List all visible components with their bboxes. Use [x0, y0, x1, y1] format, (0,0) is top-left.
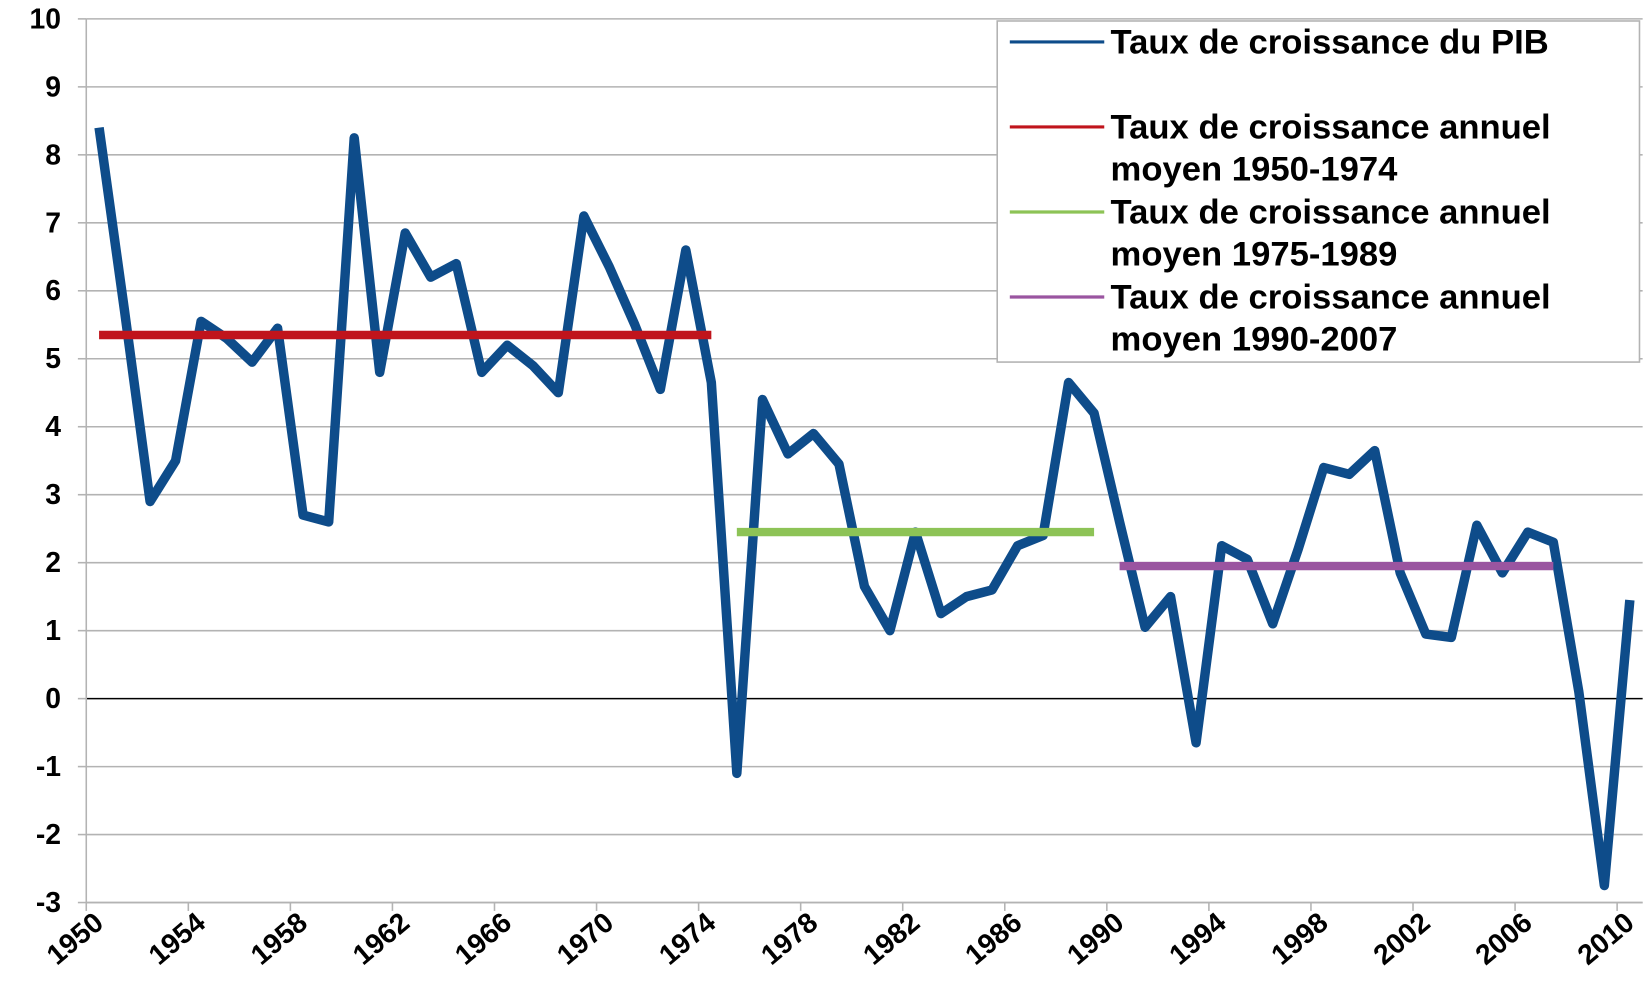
series-line: [94, 126, 1635, 891]
x-tick-label: 1994: [1163, 906, 1232, 971]
x-tick-label: 1990: [1061, 906, 1130, 971]
legend-entry: Taux de croissance annuel moyen 1990-200…: [1110, 277, 1551, 358]
y-tick-label: 9: [45, 71, 61, 103]
x-tick-label: 1962: [347, 906, 416, 971]
y-tick-label: 1: [45, 615, 61, 647]
y-tick-label: 7: [45, 207, 61, 239]
legend-label: Taux de croissance du PIB: [1110, 22, 1549, 61]
x-tick-label: 2010: [1572, 906, 1641, 971]
legend-entry: Taux de croissance annuel moyen 1950-197…: [1110, 107, 1551, 188]
y-tick-label: 5: [45, 343, 61, 375]
x-tick-label: 1954: [143, 906, 212, 971]
y-tick-label: 0: [45, 683, 61, 715]
y-tick-label: 3: [45, 479, 61, 511]
legend-entry: Taux de croissance annuel moyen 1975-198…: [1110, 192, 1551, 273]
legend-box: [996, 20, 1641, 363]
x-tick-label: 2006: [1470, 906, 1539, 971]
x-tick-label: 1958: [245, 906, 314, 971]
y-tick-label: -1: [36, 751, 61, 783]
legend-label: Taux de croissance annuel moyen 1990-200…: [1110, 277, 1551, 358]
y-tick-label: 4: [45, 411, 61, 443]
y-tick-label: 2: [45, 547, 61, 579]
x-tick-label: 1966: [449, 906, 518, 971]
x-tick-label: 1970: [551, 906, 620, 971]
x-tick-label: 1982: [857, 906, 926, 971]
x-tick-label: 1986: [959, 906, 1028, 971]
y-tick-label: 8: [45, 139, 61, 171]
y-tick-label: 10: [30, 3, 62, 35]
x-tick-label: 2002: [1368, 906, 1437, 971]
legend-entry: Taux de croissance du PIB: [1110, 22, 1549, 61]
y-tick-label: -2: [36, 819, 61, 851]
legend-label: Taux de croissance annuel moyen 1975-198…: [1110, 192, 1551, 273]
x-tick-label: 1974: [653, 906, 722, 971]
legend-label: Taux de croissance annuel moyen 1950-197…: [1110, 107, 1551, 188]
x-tick-label: 1978: [755, 906, 824, 971]
y-tick-label: -3: [36, 887, 61, 919]
x-tick-label: 1998: [1265, 906, 1334, 971]
y-tick-label: 6: [45, 275, 61, 307]
